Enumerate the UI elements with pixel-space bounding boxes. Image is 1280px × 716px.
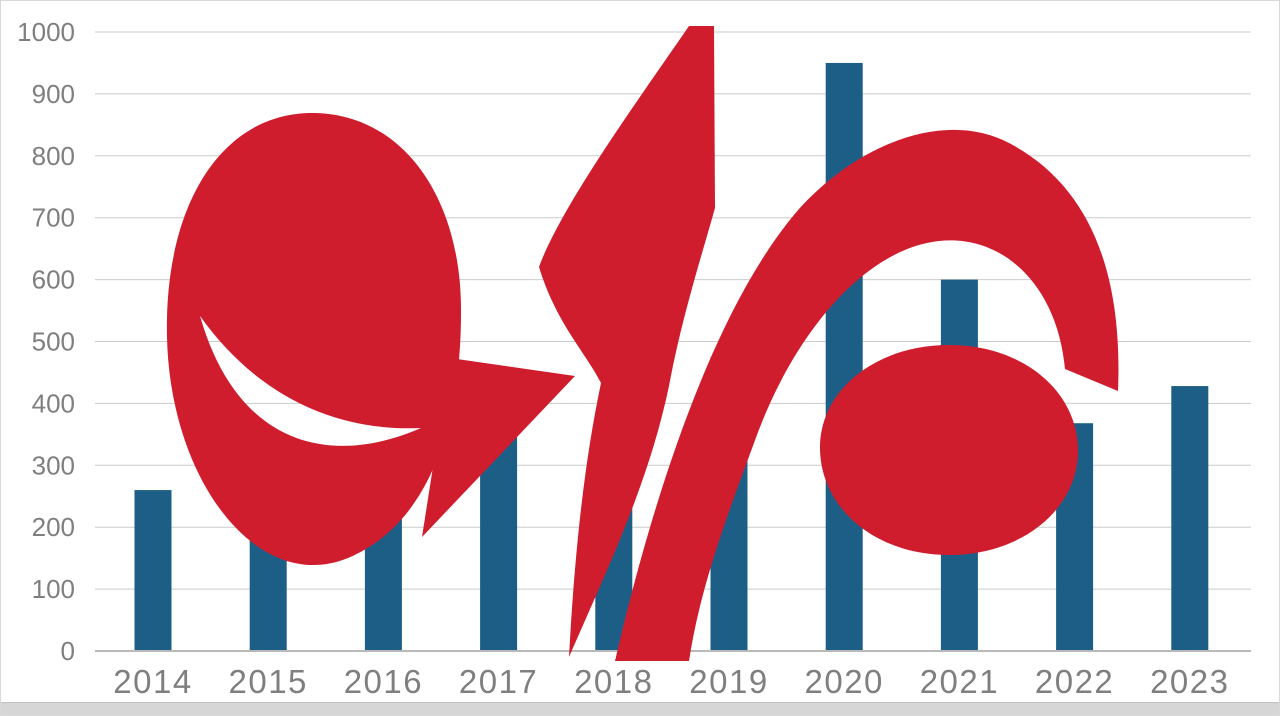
- x-axis-label-2014: 2014: [113, 663, 192, 700]
- bar-2014: [134, 490, 172, 651]
- y-axis-label-1000: 1000: [17, 17, 75, 47]
- x-axis-label-2015: 2015: [228, 663, 307, 700]
- x-axis-label-2019: 2019: [689, 663, 768, 700]
- watermark-left-blob: [166, 113, 462, 566]
- y-axis-label-300: 300: [32, 450, 75, 480]
- bar-2020: [825, 62, 863, 651]
- watermark-arch: [615, 129, 1119, 662]
- watermark-tail: [422, 358, 575, 537]
- y-axis-label-600: 600: [32, 265, 75, 295]
- x-axis-label-2020: 2020: [804, 663, 883, 700]
- y-axis-label-900: 900: [32, 79, 75, 109]
- y-axis-label-0: 0: [61, 636, 75, 666]
- mehr-news-logo-watermark: [166, 26, 1119, 662]
- y-axis-label-200: 200: [32, 512, 75, 542]
- x-axis-label-2016: 2016: [344, 663, 423, 700]
- y-axis-label-700: 700: [32, 203, 75, 233]
- x-axis-labels: 2014 2015 2016 2017 2018 2019 2020 2021 2022 2023: [113, 663, 1229, 700]
- y-axis-label-800: 800: [32, 141, 75, 171]
- y-axis-labels: 0 100 200 300 400 500 600 700 800 900 1000: [17, 17, 75, 666]
- x-axis-label-2017: 2017: [459, 663, 538, 700]
- y-axis-label-100: 100: [32, 574, 75, 604]
- watermark-diagonal-stripe: [539, 26, 715, 657]
- bottom-edge-strip: [1, 702, 1279, 715]
- watermark-disc: [819, 345, 1079, 555]
- x-axis-label-2023: 2023: [1150, 663, 1229, 700]
- x-axis-label-2022: 2022: [1035, 663, 1114, 700]
- bar-2023: [1171, 386, 1209, 651]
- y-axis-label-400: 400: [32, 388, 75, 418]
- x-axis-label-2021: 2021: [920, 663, 999, 700]
- x-axis-label-2018: 2018: [574, 663, 653, 700]
- y-axis-label-500: 500: [32, 327, 75, 357]
